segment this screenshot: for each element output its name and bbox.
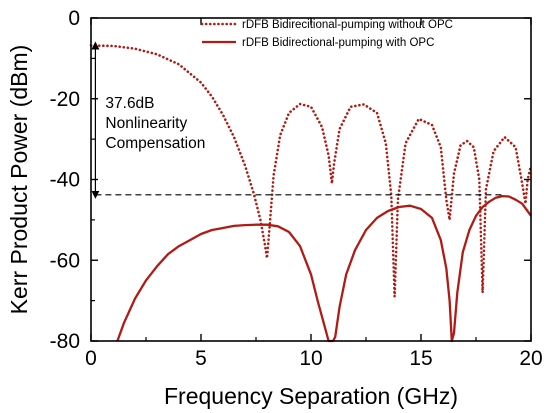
plot-frame bbox=[90, 17, 532, 342]
annotation-line-nonlinearity: Nonlinearity bbox=[105, 115, 187, 132]
y-tick-label: 0 bbox=[68, 7, 80, 30]
y-tick-label: -20 bbox=[50, 88, 80, 111]
x-tick-label: 20 bbox=[519, 347, 542, 370]
x-tick-label: 10 bbox=[299, 347, 322, 370]
y-tick-label: -60 bbox=[50, 249, 80, 272]
series-line-without-opc bbox=[89, 44, 533, 298]
x-tick-label: 0 bbox=[85, 347, 97, 370]
legend-label-without-opc: rDFB Bidirecitional-pumping without OPC bbox=[242, 19, 453, 31]
series-layer bbox=[89, 44, 533, 343]
annotation-line-compensation: Compensation bbox=[105, 135, 205, 152]
y-tick-label: -80 bbox=[50, 330, 80, 353]
x-tick-label: 5 bbox=[195, 347, 207, 370]
legend: rDFB Bidirecitional-pumping without OPC … bbox=[200, 19, 453, 49]
y-tick-label: -40 bbox=[50, 169, 80, 192]
x-axis-label: Frequency Separation (GHz) bbox=[164, 383, 458, 409]
series-line-with-opc bbox=[116, 194, 532, 343]
y-axis-label: Kerr Product Power (dBm) bbox=[6, 45, 32, 315]
annotation-layer bbox=[91, 41, 505, 199]
x-tick-label: 15 bbox=[409, 347, 432, 370]
tick-layer: 0 5 10 15 20 0 -20 -40 -60 -80 bbox=[50, 7, 543, 370]
legend-label-with-opc: rDFB Bidirectional-pumping with OPC bbox=[242, 37, 434, 49]
compensation-annotation: 37.6dB Nonlinearity Compensation bbox=[105, 95, 205, 152]
annotation-line-value: 37.6dB bbox=[105, 95, 154, 112]
